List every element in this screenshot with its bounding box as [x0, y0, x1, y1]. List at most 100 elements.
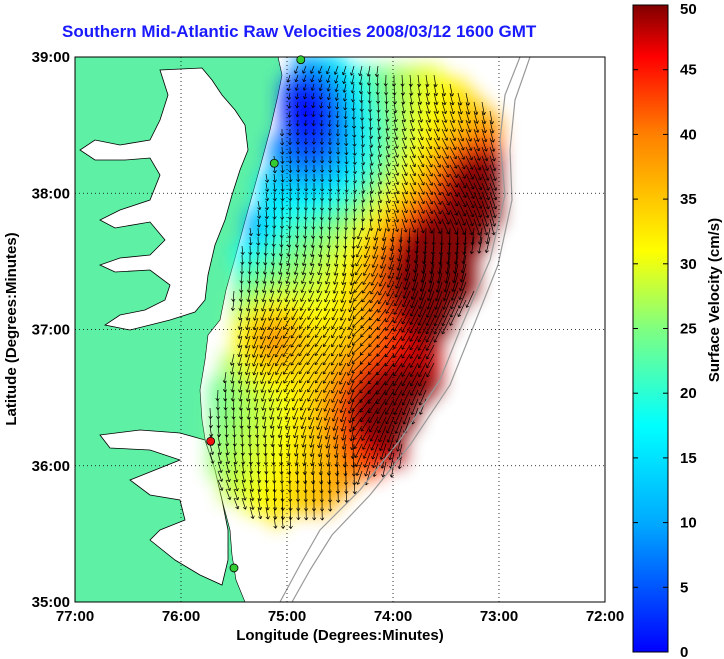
- velocity-arrow: [369, 146, 374, 157]
- velocity-arrow: [457, 209, 466, 226]
- velocity-arrow: [284, 416, 291, 429]
- velocity-arrow: [481, 137, 488, 152]
- velocity-arrow: [319, 110, 324, 118]
- velocity-arrow: [295, 146, 301, 155]
- velocity-arrow: [311, 192, 317, 201]
- velocity-arrow: [457, 299, 467, 318]
- velocity-arrow: [473, 191, 483, 209]
- velocity-arrow: [465, 182, 475, 199]
- velocity-arrow: [385, 182, 391, 194]
- velocity-arrow: [315, 398, 323, 412]
- velocity-arrow: [351, 371, 363, 383]
- x-tick-label: 73:00: [480, 608, 518, 625]
- velocity-arrow: [441, 308, 451, 327]
- velocity-arrow: [292, 290, 299, 302]
- velocity-arrow: [268, 308, 275, 321]
- velocity-arrow: [290, 344, 299, 357]
- velocity-arrow: [425, 299, 435, 318]
- velocity-arrow: [361, 164, 366, 175]
- velocity-arrow: [320, 155, 325, 164]
- velocity-arrow: [409, 137, 416, 150]
- velocity-arrow: [340, 281, 347, 294]
- velocity-arrow: [269, 407, 275, 420]
- velocity-arrow: [314, 380, 323, 393]
- velocity-arrow: [352, 317, 363, 328]
- velocity-arrow: [303, 110, 308, 118]
- velocity-arrow: [253, 290, 259, 303]
- velocity-arrow: [245, 380, 251, 393]
- velocity-arrow: [269, 281, 275, 293]
- velocity-arrow: [330, 371, 339, 385]
- velocity-arrow: [425, 128, 432, 141]
- velocity-arrow: [341, 263, 347, 277]
- velocity-arrow: [288, 200, 293, 211]
- velocity-arrow: [449, 101, 455, 115]
- velocity-arrow: [259, 353, 267, 367]
- velocity-arrow: [409, 146, 416, 159]
- velocity-arrow: [417, 137, 424, 150]
- velocity-arrow: [393, 128, 399, 140]
- velocity-arrow: [425, 317, 435, 335]
- velocity-arrow: [310, 74, 315, 83]
- velocity-arrow: [481, 146, 489, 162]
- velocity-arrow: [441, 101, 448, 114]
- velocity-arrow: [237, 335, 243, 349]
- velocity-arrow: [369, 164, 374, 175]
- velocity-arrow: [401, 128, 407, 141]
- velocity-arrow: [322, 353, 331, 366]
- velocity-arrow: [393, 173, 400, 185]
- velocity-arrow: [333, 263, 339, 276]
- velocity-arrow: [209, 443, 215, 455]
- velocity-arrow: [333, 272, 339, 285]
- velocity-arrow: [314, 326, 323, 338]
- velocity-arrow: [314, 344, 323, 356]
- velocity-arrow: [481, 164, 490, 181]
- velocity-arrow: [316, 272, 323, 285]
- velocity-arrow: [320, 164, 325, 173]
- velocity-arrow: [315, 299, 323, 311]
- colorbar: [632, 4, 669, 653]
- velocity-arrow: [442, 290, 451, 310]
- velocity-arrow: [253, 389, 259, 402]
- velocity-arrow: [327, 101, 332, 109]
- velocity-arrow: [322, 344, 331, 357]
- velocity-arrow: [384, 389, 395, 406]
- velocity-arrow: [377, 155, 383, 167]
- velocity-arrow: [385, 299, 395, 314]
- velocity-arrow: [401, 344, 411, 359]
- velocity-arrow: [426, 281, 435, 301]
- velocity-arrow: [308, 425, 315, 439]
- velocity-arrow: [291, 308, 299, 321]
- velocity-arrow: [449, 182, 459, 197]
- velocity-arrow: [465, 164, 475, 180]
- velocity-arrow: [241, 479, 247, 492]
- velocity-arrow: [335, 128, 340, 137]
- velocity-arrow: [426, 362, 435, 378]
- velocity-arrow: [332, 416, 339, 431]
- velocity-arrow: [237, 371, 243, 384]
- velocity-arrow: [288, 515, 293, 529]
- velocity-cell: [317, 498, 333, 514]
- velocity-arrow: [433, 146, 441, 159]
- velocity-arrow: [369, 191, 374, 203]
- velocity-arrow: [351, 353, 363, 364]
- velocity-arrow: [352, 155, 357, 165]
- velocity-arrow: [417, 173, 425, 186]
- velocity-arrow: [384, 380, 395, 396]
- velocity-arrow: [311, 218, 316, 230]
- velocity-arrow: [457, 101, 463, 115]
- velocity-arrow: [425, 182, 434, 196]
- velocity-arrow: [255, 263, 260, 275]
- velocity-arrow: [370, 434, 379, 451]
- velocity-arrow: [287, 92, 292, 100]
- velocity-arrow: [273, 515, 278, 529]
- velocity-arrow: [441, 155, 450, 169]
- velocity-arrow: [457, 110, 464, 124]
- velocity-arrow: [307, 407, 315, 421]
- velocity-arrow: [378, 272, 387, 287]
- velocity-arrow: [377, 173, 383, 185]
- velocity-arrow: [260, 389, 267, 402]
- y-tick-label: 37:00: [32, 322, 70, 339]
- velocity-arrow: [267, 371, 275, 384]
- velocity-arrow: [244, 344, 251, 358]
